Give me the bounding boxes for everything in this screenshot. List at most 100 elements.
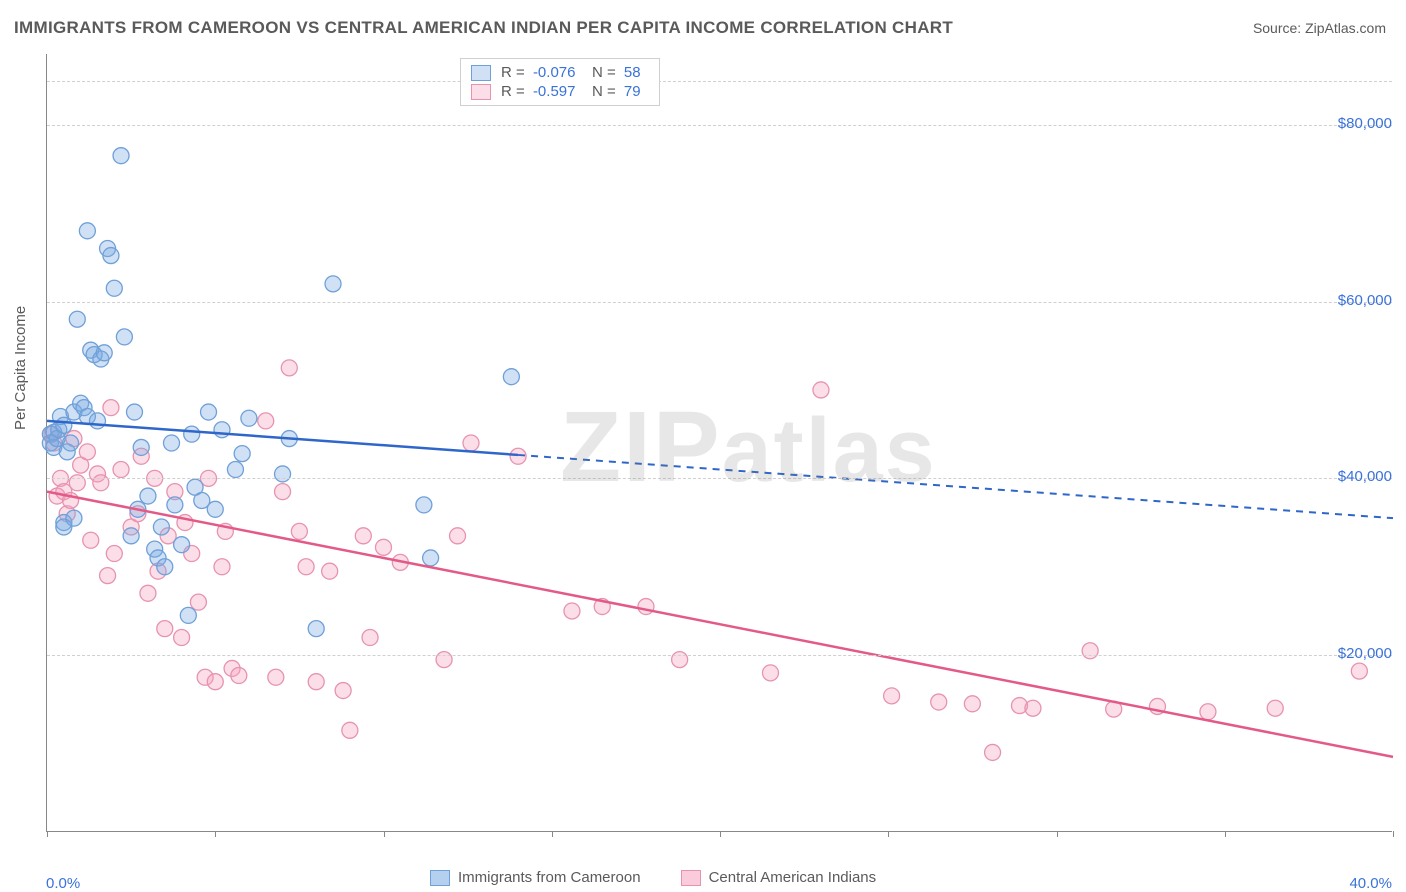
scatter-point: [275, 466, 291, 482]
scatter-point: [140, 488, 156, 504]
scatter-point: [113, 462, 129, 478]
scatter-point: [308, 621, 324, 637]
scatter-point: [234, 446, 250, 462]
scatter-point: [231, 668, 247, 684]
x-tick: [1393, 831, 1394, 837]
scatter-point: [291, 523, 307, 539]
n-val-1: 58: [624, 64, 641, 81]
scatter-point: [201, 404, 217, 420]
scatter-point: [164, 435, 180, 451]
scatter-point: [66, 510, 82, 526]
scatter-point: [79, 223, 95, 239]
scatter-point: [113, 148, 129, 164]
scatter-point: [322, 563, 338, 579]
scatter-point: [503, 369, 519, 385]
scatter-point: [258, 413, 274, 429]
scatter-point: [762, 665, 778, 681]
x-tick: [1225, 831, 1226, 837]
scatter-point: [126, 404, 142, 420]
legend-item-2: Central American Indians: [681, 869, 877, 886]
x-tick-40: 40.0%: [1349, 875, 1392, 892]
scatter-point: [450, 528, 466, 544]
legend-label-2: Central American Indians: [709, 869, 877, 886]
scatter-point: [89, 413, 105, 429]
scatter-point: [1200, 704, 1216, 720]
scatter-point: [275, 484, 291, 500]
scatter-point: [63, 435, 79, 451]
scatter-point: [180, 607, 196, 623]
scatter-point: [325, 276, 341, 292]
scatter-point: [241, 410, 257, 426]
scatter-point: [268, 669, 284, 685]
trend-line-solid: [47, 492, 1393, 757]
swatch-series-2: [471, 84, 491, 100]
scatter-point: [157, 621, 173, 637]
scatter-point: [884, 688, 900, 704]
trend-line-dashed: [518, 455, 1393, 518]
scatter-point: [281, 360, 297, 376]
scatter-point: [69, 311, 85, 327]
legend-label-1: Immigrants from Cameroon: [458, 869, 641, 886]
scatter-point: [985, 744, 1001, 760]
scatter-point: [672, 652, 688, 668]
scatter-point: [133, 439, 149, 455]
legend-correlation: R = -0.076 N = 58 R = -0.597 N = 79: [460, 58, 660, 106]
y-tick-label: $80,000: [1338, 115, 1392, 132]
scatter-point: [298, 559, 314, 575]
scatter-point: [106, 280, 122, 296]
scatter-point: [564, 603, 580, 619]
scatter-point: [207, 674, 223, 690]
x-tick: [552, 831, 553, 837]
swatch-bottom-2: [681, 870, 701, 886]
scatter-point: [116, 329, 132, 345]
scatter-point: [153, 519, 169, 535]
scatter-point: [100, 568, 116, 584]
x-tick: [215, 831, 216, 837]
scatter-point: [308, 674, 324, 690]
gridline-h: [47, 302, 1392, 303]
scatter-point: [207, 501, 223, 517]
scatter-point: [184, 426, 200, 442]
r-val-1: -0.076: [533, 64, 576, 81]
scatter-point: [174, 630, 190, 646]
x-tick: [1057, 831, 1058, 837]
y-tick-label: $60,000: [1338, 292, 1392, 309]
scatter-point: [190, 594, 206, 610]
scatter-point: [423, 550, 439, 566]
scatter-point: [931, 694, 947, 710]
scatter-point: [436, 652, 452, 668]
scatter-point: [93, 475, 109, 491]
legend-series: Immigrants from Cameroon Central America…: [430, 869, 876, 886]
scatter-point: [69, 475, 85, 491]
scatter-point: [355, 528, 371, 544]
scatter-point: [1082, 643, 1098, 659]
scatter-point: [214, 559, 230, 575]
scatter-point: [174, 537, 190, 553]
scatter-point: [342, 722, 358, 738]
scatter-point: [106, 546, 122, 562]
scatter-point: [83, 532, 99, 548]
legend-item-1: Immigrants from Cameroon: [430, 869, 641, 886]
scatter-point: [416, 497, 432, 513]
gridline-h: [47, 655, 1392, 656]
x-tick: [720, 831, 721, 837]
scatter-point: [157, 559, 173, 575]
legend-row-2: R = -0.597 N = 79: [471, 82, 645, 101]
scatter-point: [227, 462, 243, 478]
scatter-point: [1267, 700, 1283, 716]
y-tick-label: $40,000: [1338, 468, 1392, 485]
y-axis-label: Per Capita Income: [12, 306, 29, 430]
scatter-point: [1025, 700, 1041, 716]
scatter-point: [376, 539, 392, 555]
scatter-point: [79, 444, 95, 460]
scatter-point: [103, 248, 119, 264]
y-tick-label: $20,000: [1338, 645, 1392, 662]
swatch-series-1: [471, 65, 491, 81]
scatter-point: [123, 528, 139, 544]
x-tick: [47, 831, 48, 837]
scatter-point: [463, 435, 479, 451]
scatter-point: [335, 683, 351, 699]
swatch-bottom-1: [430, 870, 450, 886]
scatter-point: [96, 345, 112, 361]
scatter-point: [638, 599, 654, 615]
